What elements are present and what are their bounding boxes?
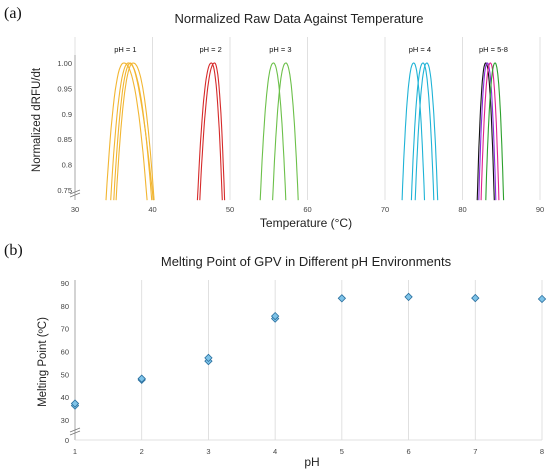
panel-b-letter: (b) [4,242,23,259]
chart-a-x-tick-label: 70 [381,205,389,214]
chart-a-y-tick-label: 0.75 [57,186,72,195]
chart-b-axis-break [69,427,81,436]
chart-a-series-line [478,62,497,201]
chart-b-y-tick-label: 70 [61,325,69,334]
chart-a-x-tick-label: 30 [71,205,79,214]
chart-b-y-tick-label: 60 [61,348,69,357]
chart-b-data-point [404,292,413,302]
chart-a-annotation: pH = 2 [199,45,221,54]
chart-b-x-tick-label: 8 [540,447,544,456]
chart-b-x-tick-label: 1 [73,447,77,456]
chart-a-series-line [272,62,299,201]
chart-a-x-tick-label: 90 [536,205,544,214]
chart-b-y-tick-label: 50 [61,370,69,379]
chart-a-series-line [113,62,154,201]
chart-b-x-tick-label: 4 [273,447,277,456]
chart-b-data-point [70,399,80,408]
chart-a-annotation: pH = 5-8 [479,45,508,54]
chart-b-x-tick-label: 6 [406,447,410,456]
chart-b-y-tick-label: 40 [61,393,69,402]
chart-a-series-line [115,62,155,201]
chart-a-annotation: pH = 3 [269,45,291,54]
chart-a-y-label: Normalized dRFU/dt [31,67,43,172]
chart-a-x-tick-label: 40 [148,205,156,214]
chart-a-annotation: pH = 4 [409,45,431,54]
chart-a-y-tick-label: 0.9 [62,110,72,119]
chart-a-y-tick-label: 0.8 [62,161,72,170]
chart-a-title: Normalized Raw Data Against Temperature [174,11,423,26]
chart-a-series-line [259,62,287,201]
chart-a-series-line [199,62,226,201]
chart-a-series-line [414,62,439,201]
chart-b-y-tick-label: 0 [65,436,69,445]
chart-b-y-label: Melting Point (ºC) [37,317,49,407]
chart-b-title: Melting Point of GPV in Different pH Env… [161,254,452,269]
chart-a-axis-break [69,189,81,198]
chart-b-x-tick-label: 7 [473,447,477,456]
chart-a-y-tick-label: 1.00 [57,59,72,68]
chart-a-series-line [480,62,500,201]
chart-b-data-point [337,294,347,303]
chart-b-data-point [270,311,280,321]
chart-a-x-tick-label: 50 [226,205,234,214]
chart-b-x-tick-label: 2 [140,447,144,456]
chart-a-x-tick-label: 80 [458,205,466,214]
chart-b-data-point [537,294,547,304]
chart-b-x-label: pH [304,455,319,469]
chart-b-data-point [204,353,213,363]
chart-b-y-tick-label: 30 [61,416,69,425]
chart-b-data-point [471,293,480,303]
chart-b-data-point [137,374,146,383]
chart-b-x-tick-label: 5 [340,447,344,456]
chart-a-y-tick-label: 0.95 [57,84,72,93]
chart-a-annotation: pH = 1 [114,45,136,54]
chart-b-y-tick-label: 90 [61,279,69,288]
chart-a-series-line [196,62,223,201]
chart-a-series-line [401,62,426,201]
chart-a-series-line [410,62,435,201]
chart-a-series-line [485,62,505,201]
panel-a-letter: (a) [4,5,22,22]
chart-a-series-line [476,62,495,201]
chart-a-plot: 30 40 50 60 70 80 90 0.75 0.8 0.85 0.9 0.95 1.00 pH =… [57,37,544,214]
chart-b-x-tick-label: 3 [206,447,210,456]
chart-a-y-tick-label: 0.85 [57,135,72,144]
chart-a-x-label: Temperature (°C) [260,216,352,230]
chart-a-x-tick-label: 60 [303,205,311,214]
chart-b-y-tick-label: 80 [61,302,69,311]
